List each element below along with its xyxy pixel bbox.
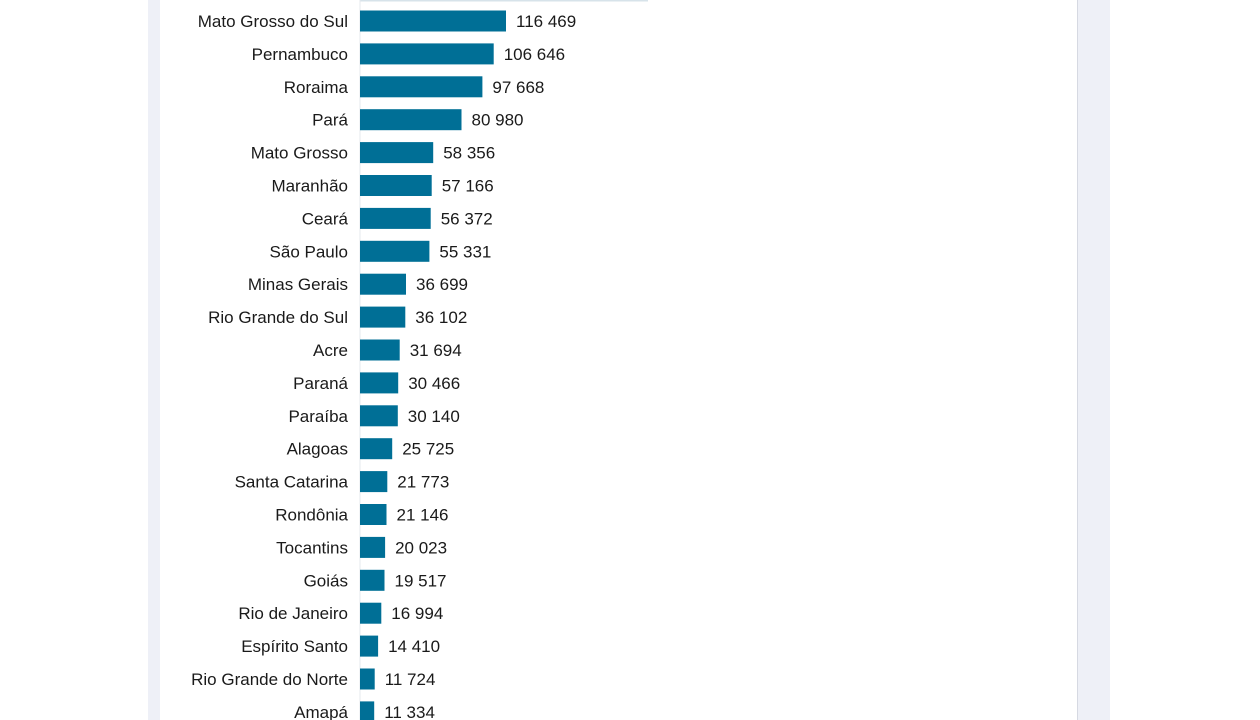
category-label: Amapá	[294, 703, 348, 720]
category-label: Ceará	[302, 209, 349, 228]
right-gutter	[1078, 0, 1110, 720]
bar	[360, 207, 431, 229]
category-label: Rio Grande do Sul	[208, 308, 348, 327]
bar	[360, 240, 430, 262]
category-label: Tocantins	[276, 538, 348, 557]
category-label: Alagoas	[287, 440, 348, 459]
category-label: Maranhão	[271, 177, 348, 196]
value-label: 116 469	[516, 12, 576, 31]
value-label: 11 334	[384, 703, 435, 720]
bar	[360, 536, 386, 558]
category-label: Paraná	[293, 374, 348, 393]
value-label: 21 773	[397, 473, 449, 492]
category-label: Pernambuco	[252, 45, 348, 64]
category-label: Rio Grande do Norte	[191, 670, 348, 689]
category-label: Santa Catarina	[235, 473, 349, 492]
bar	[360, 668, 375, 690]
bars-layer	[360, 10, 506, 720]
bar	[360, 142, 434, 164]
value-label: 16 994	[391, 604, 443, 623]
left-gutter	[148, 0, 160, 720]
chart-panel	[160, 0, 1078, 720]
category-label: São Paulo	[270, 242, 348, 261]
category-labels: Mato Grosso do Sul Pernambuco Roraima Pará M…	[191, 12, 348, 720]
category-label: Mato Grosso	[251, 144, 348, 163]
value-label: 55 331	[439, 242, 491, 261]
bar	[360, 405, 398, 427]
value-label: 97 668	[492, 78, 544, 97]
category-label: Pará	[312, 111, 348, 130]
bar	[360, 471, 388, 493]
value-label: 21 146	[397, 506, 449, 525]
bar	[360, 273, 406, 295]
value-label: 56 372	[441, 209, 493, 228]
bar	[360, 602, 382, 624]
bar	[360, 109, 462, 131]
value-label: 20 023	[395, 538, 447, 557]
bar	[360, 339, 400, 361]
value-label: 58 356	[443, 144, 495, 163]
value-label: 80 980	[472, 111, 524, 130]
value-label: 106 646	[504, 45, 565, 64]
value-label: 14 410	[388, 637, 440, 656]
value-label: 31 694	[410, 341, 462, 360]
value-label: 36 102	[415, 308, 467, 327]
value-labels: 116 469 106 646 97 668 80 980 58 356 57 166 56…	[384, 12, 576, 720]
bar	[360, 76, 483, 98]
bar	[360, 10, 506, 32]
bar	[360, 43, 494, 65]
bar	[360, 569, 385, 591]
category-label: Paraíba	[288, 407, 348, 426]
category-label: Acre	[313, 341, 348, 360]
value-label: 19 517	[395, 571, 447, 590]
category-label: Mato Grosso do Sul	[198, 12, 348, 31]
bar	[360, 438, 393, 460]
bar	[360, 701, 375, 720]
bar	[360, 635, 379, 657]
bar	[360, 372, 399, 394]
value-label: 36 699	[416, 275, 468, 294]
category-label: Espírito Santo	[241, 637, 348, 656]
category-label: Rondônia	[275, 506, 348, 525]
category-label: Roraima	[284, 78, 349, 97]
top-strip	[360, 0, 648, 2]
value-label: 25 725	[402, 440, 454, 459]
value-label: 57 166	[442, 177, 494, 196]
value-label: 30 140	[408, 407, 460, 426]
category-label: Minas Gerais	[248, 275, 348, 294]
category-label: Rio de Janeiro	[238, 604, 348, 623]
category-label: Goiás	[304, 571, 348, 590]
value-label: 11 724	[385, 670, 436, 689]
bar	[360, 504, 387, 525]
bar	[360, 306, 406, 328]
bar	[360, 175, 432, 196]
value-label: 30 466	[408, 374, 460, 393]
